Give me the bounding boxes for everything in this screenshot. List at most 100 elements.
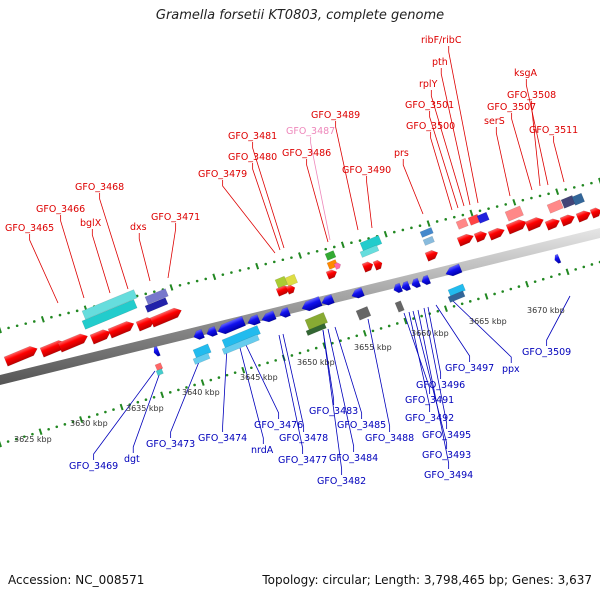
leader-line: [252, 163, 281, 251]
gene-feature: [394, 300, 405, 313]
gene-label: serS: [484, 116, 505, 127]
gene-feature: [285, 284, 296, 295]
tick-dot: [274, 359, 277, 362]
gene-label: GFO_3468: [75, 182, 124, 193]
tick-mark: [241, 366, 246, 374]
gene-feature: [221, 325, 261, 349]
gene-feature: [359, 235, 383, 252]
gene-feature: [524, 217, 544, 232]
gene-feature: [424, 249, 439, 262]
gene-label: GFO_3469: [69, 461, 118, 472]
leader-line: [511, 113, 533, 191]
gene-label: GFO_3487: [286, 126, 335, 137]
tick-dot: [420, 314, 423, 318]
tick-dot: [168, 391, 172, 394]
leader-line: [553, 136, 565, 183]
tick-dot: [590, 181, 593, 185]
tick-dot: [477, 297, 480, 301]
leader-line: [244, 342, 280, 419]
gene-label: rplY: [419, 79, 438, 90]
leader-line: [99, 193, 129, 290]
gene-feature: [355, 306, 372, 321]
tick-dot: [185, 386, 188, 389]
gene-feature: [261, 310, 277, 323]
tick-dot: [31, 432, 34, 436]
tick-mark: [484, 293, 489, 300]
gene-feature: [571, 192, 586, 206]
gene-feature: [144, 288, 169, 305]
leader-line: [170, 351, 204, 438]
tick-dot: [258, 363, 261, 367]
tick-dot: [14, 437, 18, 441]
gene-label: GFO_3508: [507, 90, 556, 101]
gene-label: GFO_3509: [522, 347, 571, 358]
gene-label: ribF/ribC: [421, 35, 462, 46]
gene-label: GFO_3476: [254, 420, 303, 431]
tick-dot: [517, 285, 521, 288]
gene-feature: [589, 207, 600, 219]
tick-dot: [493, 292, 496, 296]
tick-dot: [487, 207, 490, 210]
tick-mark: [598, 177, 600, 185]
leader-line: [132, 366, 163, 453]
tick-dot: [63, 423, 67, 426]
leader-line: [451, 299, 512, 363]
leader-line: [531, 101, 541, 187]
tick-dot: [50, 315, 53, 319]
gene-feature: [401, 280, 412, 292]
tick-mark: [160, 391, 165, 399]
tick-dot: [144, 398, 148, 402]
gene-label: GFO_3497: [445, 363, 494, 374]
kbp-label: 3655 kbp: [354, 343, 392, 352]
tick-mark: [40, 316, 45, 323]
tick-dot: [332, 245, 336, 249]
tick-dot: [307, 252, 310, 255]
tick-mark: [0, 440, 2, 448]
gene-feature: [361, 261, 374, 273]
tick-dot: [272, 260, 276, 264]
leader-line: [417, 309, 450, 469]
tick-mark: [469, 209, 474, 217]
tick-mark: [200, 379, 205, 386]
tick-dot: [461, 213, 465, 217]
tick-dot: [412, 317, 415, 320]
gene-label: bglX: [80, 218, 102, 229]
tick-dot: [530, 196, 533, 200]
gene-feature: [359, 244, 380, 258]
leader-line: [322, 329, 335, 405]
leader-line: [495, 127, 511, 197]
tick-dot: [306, 349, 310, 352]
tick-dot: [324, 247, 328, 251]
gene-label: GFO_3483: [309, 406, 358, 417]
gene-label: nrdA: [251, 445, 274, 456]
leader-line: [282, 333, 305, 432]
kbp-label: 3665 kbp: [469, 317, 507, 326]
gene-feature: [559, 214, 576, 227]
leader-line: [525, 79, 549, 186]
gene-feature: [456, 233, 474, 247]
tick-dot: [230, 271, 233, 274]
gene-feature: [155, 368, 164, 376]
leader-line: [278, 334, 304, 454]
gene-feature: [505, 219, 527, 235]
tick-dot: [478, 209, 482, 213]
tick-dot: [193, 383, 196, 387]
gene-feature: [575, 210, 592, 223]
tick-dot: [581, 183, 585, 187]
leader-line: [222, 180, 276, 254]
gene-label: GFO_3488: [365, 433, 414, 444]
gene-feature: [421, 274, 432, 286]
tick-dot: [572, 186, 576, 189]
tick-dot: [15, 324, 19, 328]
gene-label: ksgA: [514, 68, 537, 79]
leader-line: [403, 312, 431, 394]
tick-dot: [136, 400, 140, 404]
gene-feature: [324, 250, 337, 261]
kbp-label: 3650 kbp: [297, 358, 335, 367]
gene-label: GFO_3490: [342, 165, 391, 176]
gene-feature: [154, 362, 164, 371]
genome-summary-text: Topology: circular; Length: 3,798,465 bp…: [262, 573, 592, 587]
tick-mark: [169, 284, 174, 291]
